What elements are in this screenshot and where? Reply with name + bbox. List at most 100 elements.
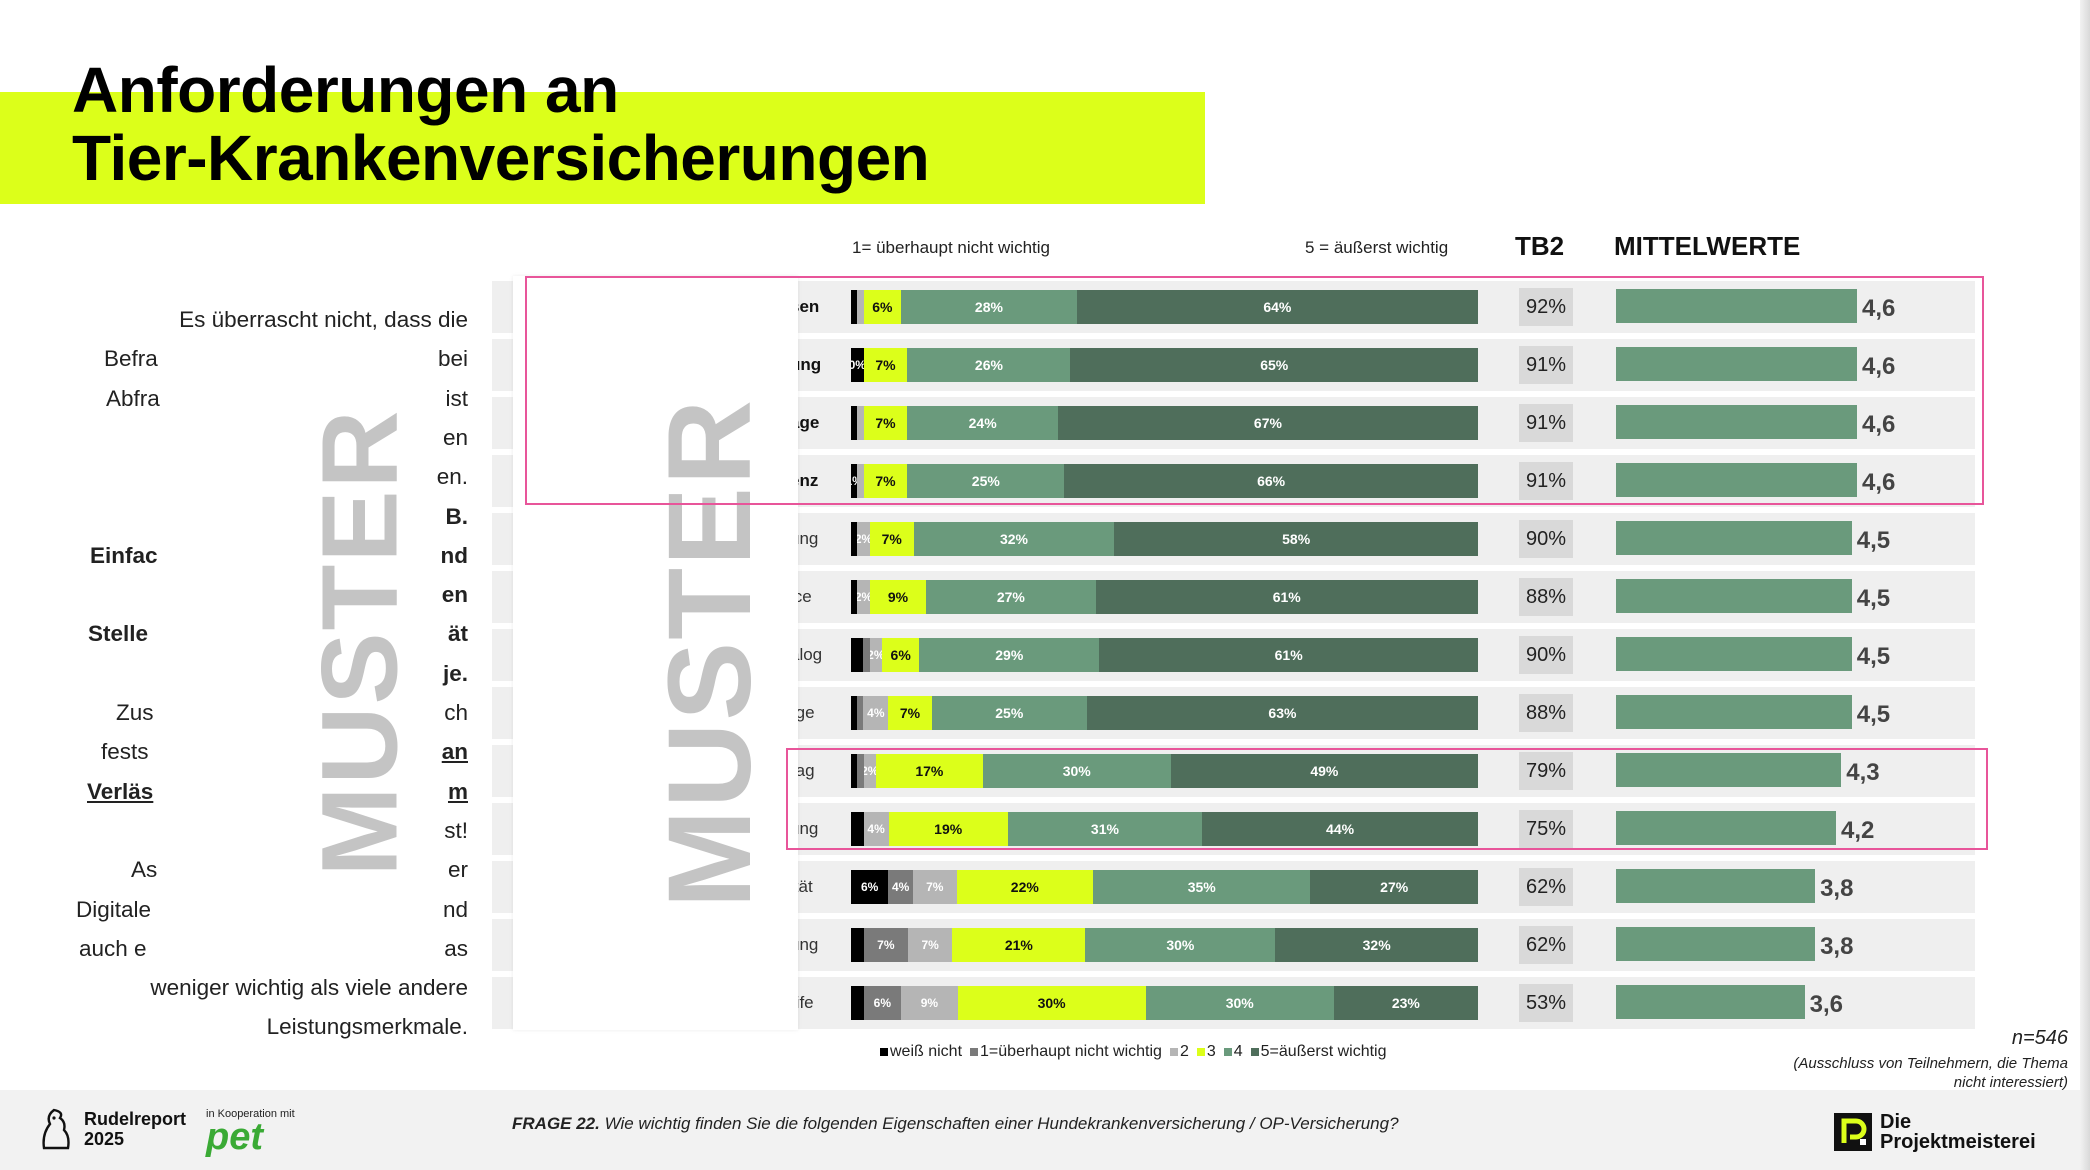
bar-segment: 49% — [1170, 754, 1478, 788]
title-band — [0, 92, 1205, 204]
mean-bar — [1616, 985, 1805, 1019]
mean-bar — [1616, 579, 1852, 613]
bar-segment: 29% — [919, 638, 1100, 672]
bar-segment: 61% — [1095, 580, 1478, 614]
legend-swatch — [1250, 1048, 1259, 1056]
bar-segment — [851, 580, 858, 614]
left-text-line: weniger wichtig als viele andere — [150, 975, 468, 1001]
mittelwerte-header: MITTELWERTE — [1614, 231, 1801, 261]
tb2-value: 79% — [1519, 752, 1573, 790]
bar-segment: 67% — [1057, 406, 1478, 440]
mean-value: 4,6 — [1862, 353, 1896, 380]
bar-segment: 9% — [869, 580, 927, 614]
mean-value: 3,8 — [1820, 875, 1854, 902]
left-text-fragment: st! — [444, 817, 468, 843]
pm-line-1: Die — [1880, 1111, 1912, 1133]
rudelreport-wordmark: Rudelreport 2025 — [84, 1109, 186, 1149]
bar-segment: 66% — [1064, 464, 1478, 498]
bar-segment: 25% — [907, 464, 1065, 498]
tb2-value: 75% — [1519, 810, 1573, 848]
bar-segment: 2% — [857, 522, 870, 556]
legend-swatch — [880, 1048, 888, 1056]
question-body: Wie wichtig finden Sie die folgenden Eig… — [599, 1114, 1399, 1133]
legend-item: 4 — [1223, 1043, 1243, 1061]
rudelreport-line-2: 2025 — [84, 1129, 125, 1149]
mean-bar — [1616, 347, 1857, 381]
tb2-value: 62% — [1519, 868, 1573, 906]
bar-segment: 7% — [913, 870, 957, 904]
bar-segment: 32% — [913, 522, 1115, 556]
mean-bar — [1616, 811, 1837, 845]
left-text-fragment: ch — [444, 700, 468, 725]
scale-high-label: 5 = äußerst wichtig — [1305, 238, 1449, 257]
question-text: FRAGE 22. Wie wichtig finden Sie die fol… — [512, 1114, 1399, 1134]
bar-segment — [857, 464, 864, 498]
mean-value: 4,6 — [1862, 411, 1896, 438]
projektmeisterei-icon — [1834, 1113, 1872, 1151]
left-text-fragment: en — [442, 424, 468, 450]
bar-segment: 6% — [882, 638, 920, 672]
legend-item: weiß nicht — [880, 1043, 962, 1061]
bar-segment: 30% — [1085, 928, 1276, 962]
bar-segment — [851, 696, 858, 730]
mean-bar — [1616, 753, 1842, 787]
bar-segment — [863, 638, 870, 672]
bar-segment: 32% — [1275, 928, 1478, 962]
mean-value: 4,2 — [1841, 817, 1875, 844]
left-text-fragment: m — [447, 778, 468, 804]
bar-segment — [857, 290, 864, 324]
left-text-fragment: en — [441, 582, 468, 608]
bar-segment: 22% — [956, 870, 1094, 904]
bar-segment: 7% — [908, 928, 953, 962]
tb2-value: 62% — [1519, 926, 1573, 964]
bar-segment: 35% — [1093, 870, 1311, 904]
projektmeisterei-wordmark: Die Projektmeisterei — [1880, 1112, 2036, 1152]
bar-segment: 28% — [901, 290, 1077, 324]
left-text-line: Leistungsmerkmale. — [266, 1014, 468, 1040]
left-text-fragment: nd — [440, 542, 469, 568]
bar-segment: 58% — [1114, 522, 1478, 556]
bar-segment: 4% — [863, 696, 889, 730]
bar-segment: 7% — [869, 522, 914, 556]
bar-segment: 26% — [907, 348, 1071, 382]
chart-legend: weiß nicht 1=überhaupt nicht wichtig 2 3 4 5=… — [880, 1043, 1387, 1061]
bar-segment: 9% — [901, 986, 958, 1020]
bar-segment: 61% — [1099, 638, 1478, 672]
bar-segment — [851, 638, 864, 672]
bar-segment: 7% — [863, 464, 908, 498]
bar-segment — [851, 928, 864, 962]
legend-label: 1=überhaupt nicht wichtig — [980, 1043, 1162, 1060]
mean-value: 4,6 — [1862, 295, 1896, 322]
legend-label: weiß nicht — [890, 1043, 963, 1060]
mean-bar — [1616, 927, 1816, 961]
bar-segment: 4% — [863, 812, 889, 846]
left-text-fragment: auch e — [79, 935, 147, 961]
tb2-value: 88% — [1519, 578, 1573, 616]
projektmeisterei-logo: Die Projektmeisterei — [1834, 1112, 2036, 1152]
mean-value: 4,5 — [1856, 701, 1891, 728]
left-text-fragment: bei — [437, 346, 468, 372]
bar-segment: 65% — [1070, 348, 1478, 382]
scale-low-label: 1= überhaupt nicht wichtig — [852, 238, 1050, 257]
title-line-2: Tier-Krankenversicherungen — [72, 122, 930, 194]
left-text-fragment: As — [131, 857, 158, 883]
bar-segment: 6% — [863, 986, 902, 1020]
bar-segment: 7% — [863, 348, 908, 382]
pet-logo: in Kooperation mit pet — [206, 1108, 295, 1156]
bar-segment: 24% — [907, 406, 1058, 440]
text-line: Es überrascht nicht, dass die — [179, 307, 468, 332]
tb2-value: 91% — [1519, 346, 1573, 384]
bar-segment: 1% — [851, 464, 858, 498]
bar-segment — [851, 290, 858, 324]
bar-segment — [851, 522, 858, 556]
bar-segment: 27% — [1310, 870, 1478, 904]
tb2-value: 91% — [1519, 462, 1573, 500]
legend-item: 5=äußerst wichtig — [1250, 1043, 1387, 1061]
rudelreport-logo: Rudelreport 2025 — [40, 1104, 186, 1154]
bar-segment — [851, 986, 864, 1020]
bar-segment: 4% — [888, 870, 914, 904]
bar-segment: 7% — [863, 928, 908, 962]
tb2-value: 91% — [1519, 404, 1573, 442]
label-cover-panel — [513, 276, 798, 1030]
